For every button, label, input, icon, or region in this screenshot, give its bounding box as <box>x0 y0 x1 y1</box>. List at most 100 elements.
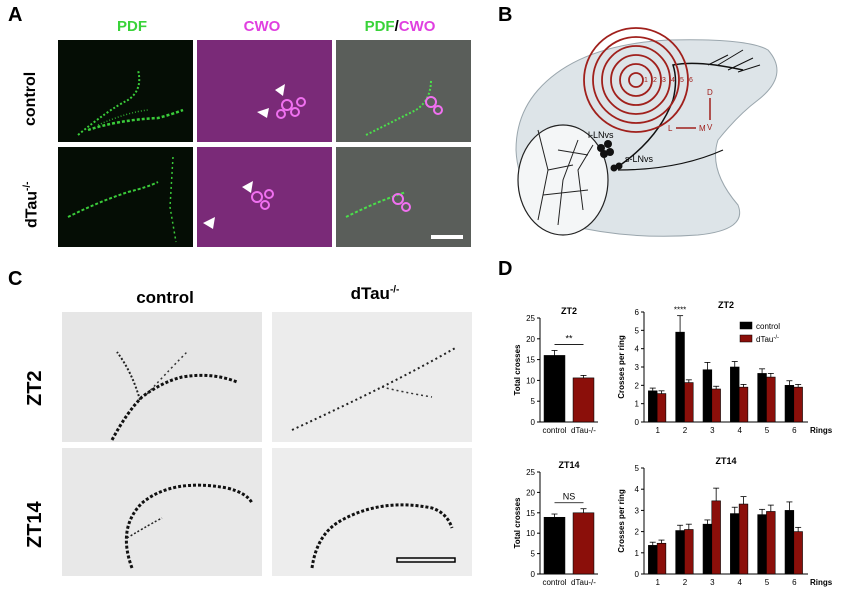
y-tick-label-1: 1 <box>635 400 640 409</box>
chart-title: ZT2 <box>561 306 577 316</box>
y-tick-label-0: 0 <box>635 418 640 427</box>
x-tick-label-0: 1 <box>655 426 660 435</box>
zt14-control-image <box>62 448 262 576</box>
bar-dTau-3 <box>711 500 721 575</box>
scale-bar <box>431 235 463 239</box>
y-tick-label-6: 6 <box>635 308 640 317</box>
panel-label-c: C <box>8 268 23 290</box>
bar-control-2 <box>675 331 685 423</box>
x-axis-title: Rings <box>810 578 833 587</box>
legend-label-1: dTau-/- <box>756 335 779 344</box>
y-tick-label-3: 15 <box>526 356 535 365</box>
merge-control-image <box>336 40 471 142</box>
control-column-title-c: control <box>136 288 194 307</box>
y-tick-label-0: 0 <box>531 570 536 579</box>
x-tick-label-1: dTau-/- <box>571 578 596 587</box>
cwo-column-title: CWO <box>243 18 281 35</box>
bar-dTau-6 <box>793 386 803 423</box>
bar-control-5 <box>757 514 767 575</box>
legend-label-0: control <box>756 322 780 331</box>
y-tick-label-1: 1 <box>635 549 640 558</box>
panel-label-a: A <box>8 4 23 26</box>
legend-superscript: -/- <box>773 335 779 341</box>
x-tick-label-0: control <box>542 578 566 587</box>
ring-number-6: 6 <box>689 77 693 84</box>
significance-label: **** <box>674 306 686 315</box>
ventral-label: V <box>707 123 713 132</box>
y-axis-title: Total crosses <box>513 344 522 396</box>
bar-1 <box>572 377 595 423</box>
zt14-mutant-image <box>272 448 472 576</box>
lateral-label: L <box>668 124 673 133</box>
y-tick-label-4: 20 <box>526 335 535 344</box>
pdf-column-title: PDF <box>117 18 147 35</box>
chart-title: ZT2 <box>718 300 734 310</box>
concentric-rings <box>583 27 689 133</box>
l-lnvs-label: l-LNvs <box>588 130 614 140</box>
panel-label-b: B <box>498 4 513 26</box>
ring-number-1: 1 <box>644 77 648 84</box>
cwo-control-image <box>197 40 332 142</box>
bar-0 <box>543 516 566 575</box>
x-tick-label-5: 6 <box>792 426 797 435</box>
x-tick-label-1: 2 <box>683 426 688 435</box>
zt2-row-label: ZT2 <box>24 370 46 406</box>
zt14-row-label: ZT14 <box>24 501 46 548</box>
bar-control-6 <box>784 385 795 423</box>
brain-schematic: 1 2 3 4 5 6 D V L M l-LNvs s-LNvs <box>498 20 798 245</box>
significance-label: NS <box>563 492 576 502</box>
y-tick-label-5: 5 <box>635 326 640 335</box>
bar-control-6 <box>784 510 795 575</box>
y-tick-label-3: 3 <box>635 506 640 515</box>
merge-pdf-label: PDF <box>364 18 395 35</box>
bar-control-4 <box>730 513 740 575</box>
x-tick-label-4: 5 <box>765 578 770 587</box>
mutant-column-title-c: dTau-/- <box>310 284 440 304</box>
zt14-total-crosses-chart: 0 5 10 15 20 25 Total crosses ZT14 control dTau-/… <box>513 460 598 587</box>
x-tick-label-4: 5 <box>765 426 770 435</box>
bar-dTau-5 <box>766 511 776 575</box>
bar-control-1 <box>648 390 658 423</box>
mutant-name: dTau <box>23 190 41 228</box>
chart-title: ZT14 <box>715 456 736 466</box>
bar-control-4 <box>730 366 740 423</box>
y-tick-label-0: 0 <box>635 570 640 579</box>
y-tick-label-2: 2 <box>635 381 640 390</box>
y-tick-label-1: 5 <box>531 397 536 406</box>
lnv-cells <box>597 140 623 172</box>
x-tick-label-0: control <box>542 426 566 435</box>
y-axis-title: Crosses per ring <box>617 489 626 553</box>
mutant-superscript-c: -/- <box>389 284 400 296</box>
merge-column-title: PDF/CWO <box>345 18 455 35</box>
x-tick-label-0: 1 <box>655 578 660 587</box>
significance-label: ** <box>565 333 573 343</box>
y-tick-label-3: 3 <box>635 363 640 372</box>
zt2-crosses-per-ring-chart: 0 1 2 3 4 5 6 Crosses per ring ZT2 1 2 3 4 5 6 Rings ***… <box>617 300 833 435</box>
bar-dTau-6 <box>793 531 803 575</box>
chart-title: ZT14 <box>558 460 579 470</box>
bar-dTau-2 <box>684 382 694 423</box>
pdf-control-image <box>58 40 193 142</box>
merge-slash: / <box>394 18 399 35</box>
y-tick-label-3: 15 <box>526 509 535 518</box>
ring-number-5: 5 <box>680 77 684 84</box>
y-tick-label-4: 20 <box>526 488 535 497</box>
bar-dTau-1 <box>656 393 667 423</box>
y-tick-label-5: 25 <box>526 468 535 477</box>
y-tick-label-5: 25 <box>526 314 535 323</box>
merge-cwo-label: CWO <box>398 18 436 35</box>
y-tick-label-5: 5 <box>635 464 640 473</box>
zt2-total-crosses-chart: 0 5 10 15 20 25 Total crosses ZT2 control dTau-/-… <box>513 306 598 435</box>
bar-control-2 <box>675 530 685 575</box>
merge-mutant-image <box>336 147 471 247</box>
bar-dTau-5 <box>766 376 776 423</box>
cwo-mutant-image <box>197 147 332 247</box>
s-lnvs-label: s-LNvs <box>625 154 654 164</box>
scale-bar-c <box>396 557 456 563</box>
x-tick-label-2: 3 <box>710 426 715 435</box>
x-tick-label-5: 6 <box>792 578 797 587</box>
y-axis-title: Crosses per ring <box>617 335 626 399</box>
y-tick-label-2: 10 <box>526 529 535 538</box>
bar-dTau-1 <box>656 542 667 575</box>
panel-label-d: D <box>498 258 513 280</box>
